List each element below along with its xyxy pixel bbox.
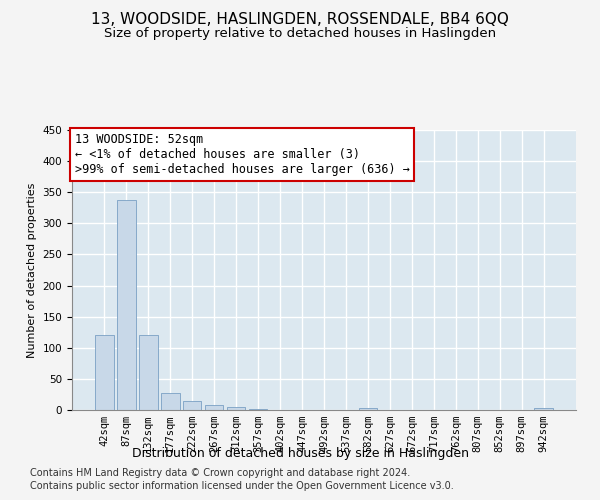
Bar	[161, 392, 179, 410]
Y-axis label: Number of detached properties: Number of detached properties	[27, 182, 37, 358]
Bar	[95, 336, 113, 410]
Bar	[359, 408, 377, 410]
Bar	[183, 402, 202, 410]
Text: Contains HM Land Registry data © Crown copyright and database right 2024.: Contains HM Land Registry data © Crown c…	[30, 468, 410, 477]
Bar	[249, 409, 268, 410]
Text: Contains public sector information licensed under the Open Government Licence v3: Contains public sector information licen…	[30, 481, 454, 491]
Bar	[227, 407, 245, 410]
Bar	[117, 200, 136, 410]
Bar	[535, 408, 553, 410]
Text: Size of property relative to detached houses in Haslingden: Size of property relative to detached ho…	[104, 28, 496, 40]
Text: 13, WOODSIDE, HASLINGDEN, ROSSENDALE, BB4 6QQ: 13, WOODSIDE, HASLINGDEN, ROSSENDALE, BB…	[91, 12, 509, 28]
Bar	[205, 405, 223, 410]
Text: 13 WOODSIDE: 52sqm
← <1% of detached houses are smaller (3)
>99% of semi-detache: 13 WOODSIDE: 52sqm ← <1% of detached hou…	[74, 133, 409, 176]
Text: Distribution of detached houses by size in Haslingden: Distribution of detached houses by size …	[131, 448, 469, 460]
Bar	[139, 336, 158, 410]
